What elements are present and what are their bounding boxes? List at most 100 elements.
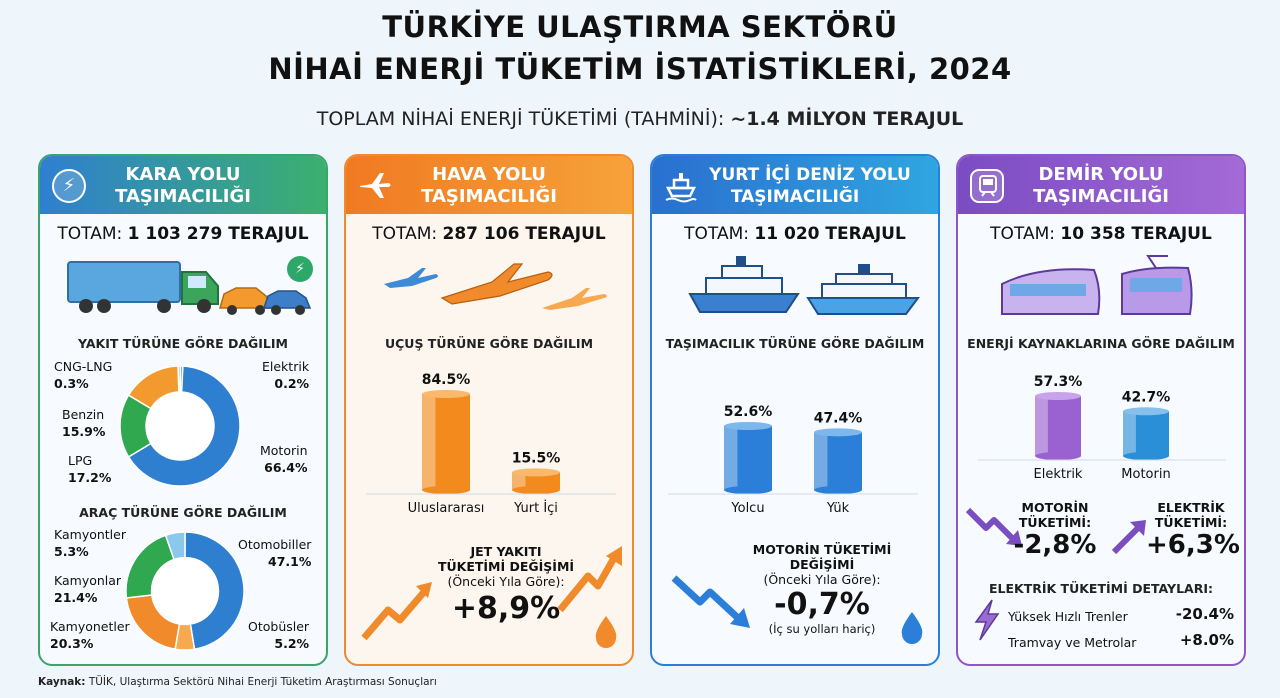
road-vehicle-title: ARAÇ TÜRÜNE GÖRE DAĞILIM bbox=[79, 505, 287, 520]
road-panel-header: KARA YOLU TAŞIMACILIĞI ⚡ bbox=[40, 156, 326, 214]
rail-total: TOTAM: 10 358 TERAJUL bbox=[958, 224, 1244, 244]
ships-illustration bbox=[688, 256, 920, 315]
down-arrow-icon bbox=[965, 507, 1022, 546]
rail-panel: DEMİR YOLU TAŞIMACILIĞI TOTAM: 10 358 TE… bbox=[956, 154, 1246, 666]
fuel-benzin-name: Benzin bbox=[62, 407, 105, 422]
fuel-label-benzin: Benzin 15.9% bbox=[62, 406, 105, 440]
rail-elektrik-block: ELEKTRİK TÜKETİMİ: +6,3% bbox=[1146, 500, 1240, 560]
rail-elektrik-label1: ELEKTRİK bbox=[1157, 500, 1225, 515]
rail-category-label-0: Elektrik bbox=[1034, 467, 1083, 482]
sea-bar-1 bbox=[814, 428, 862, 494]
source-text: TÜİK, Ulaştırma Sektörü Nihai Enerji Tük… bbox=[85, 676, 437, 688]
rail-bar-chart: 57.3% Elektrik 42.7% Motorin bbox=[978, 374, 1226, 482]
vehicle-otomobiller-value: 47.1% bbox=[268, 554, 312, 569]
fuel-benzin-value: 15.9% bbox=[62, 424, 106, 439]
air-change-block: JET YAKITI TÜKETİMİ DEĞİŞİMİ (Önceki Yıl… bbox=[406, 544, 606, 626]
road-title-line1: KARA YOLU bbox=[125, 164, 241, 185]
vehicle-kamyonlar-name: Kamyonlar bbox=[54, 573, 122, 588]
rail-bar-0 bbox=[1035, 392, 1081, 460]
air-bar-1 bbox=[512, 468, 560, 494]
lightning-icon: ⚡ bbox=[52, 169, 86, 203]
rail-elektrik-value: +6,3% bbox=[1146, 530, 1240, 560]
vehicle-label-kamyontler: Kamyontler 5.3% bbox=[54, 526, 126, 560]
air-category-label-0: Uluslararası bbox=[408, 501, 485, 516]
fuel-elektrik-name: Elektrik bbox=[262, 359, 310, 374]
vehicle-kamyonetler-name: Kamyonetler bbox=[50, 619, 130, 634]
rail-panel-header: DEMİR YOLU TAŞIMACILIĞI bbox=[958, 156, 1244, 214]
sea-change-sub: (Önceki Yıla Göre): bbox=[763, 572, 881, 587]
up-arrow-icon bbox=[1111, 520, 1146, 555]
air-panel: HAVA YOLU TAŞIMACILIĞI TOTAM: 287 106 TE… bbox=[344, 154, 634, 666]
sea-panel: YURT İÇİ DENİZ YOLU TAŞIMACILIĞI TOTAM: … bbox=[650, 154, 940, 666]
air-change-title2: TÜKETİMİ DEĞİŞİMİ bbox=[437, 559, 575, 574]
vehicle-otobusler-name: Otobüsler bbox=[248, 619, 310, 634]
rail-motorin-value: -2,8% bbox=[1013, 530, 1097, 560]
sea-total-value: 11 020 TERAJUL bbox=[754, 224, 906, 244]
rail-detail-tram-label: Tramvay ve Metrolar bbox=[1008, 635, 1137, 650]
sea-change-title2: DEĞİŞİMİ bbox=[789, 557, 855, 572]
air-change-title1: JET YAKITI bbox=[470, 544, 542, 559]
sea-title-line2: TAŞIMACILIĞI bbox=[730, 187, 860, 207]
fuel-donut-hole bbox=[147, 393, 213, 459]
vehicle-donut-chart bbox=[125, 531, 245, 651]
air-change-sub: (Önceki Yıla Göre): bbox=[447, 574, 565, 589]
rail-title-line2: TAŞIMACILIĞI bbox=[1033, 186, 1169, 207]
sea-title-line1: YURT İÇİ DENİZ YOLU bbox=[709, 165, 911, 185]
vehicle-label-otomobiller: Otomobiller 47.1% bbox=[238, 536, 311, 570]
sea-category-label-0: Yolcu bbox=[730, 501, 764, 516]
air-total-value: 287 106 TERAJUL bbox=[442, 224, 606, 244]
rail-motorin-block: MOTORİN TÜKETİMİ: -2,8% bbox=[1010, 500, 1100, 560]
vehicle-kamyontler-name: Kamyontler bbox=[54, 527, 126, 542]
rail-detail-hst-label: Yüksek Hızlı Trenler bbox=[1008, 609, 1128, 624]
source-label: Kaynak: bbox=[38, 676, 86, 688]
page-subtitle: TOPLAM NİHAİ ENERJİ TÜKETİMİ (TAHMİNİ): … bbox=[0, 108, 1280, 130]
air-bar-0 bbox=[422, 390, 470, 494]
air-flight-title: UÇUŞ TÜRÜNE GÖRE DAĞILIM bbox=[384, 336, 594, 351]
vehicle-donut-slice-kamyontler bbox=[164, 531, 186, 561]
fuel-donut-slice-motorin bbox=[127, 365, 241, 487]
vehicle-label-kamyonetler: Kamyonetler 20.3% bbox=[50, 618, 130, 652]
ship-icon bbox=[665, 173, 697, 203]
sea-total-prefix: TOTAM: bbox=[684, 224, 750, 244]
airplanes-illustration bbox=[384, 263, 607, 310]
rail-detail-hst-value: -20.4% bbox=[1175, 605, 1234, 623]
sea-change-value: -0,7% bbox=[774, 587, 870, 622]
rail-value-label-1: 42.7% bbox=[1122, 389, 1171, 405]
fuel-label-lpg: LPG 17.2% bbox=[68, 452, 111, 486]
air-bar-chart: 84.5% Uluslararası 15.5% Yurt İçi bbox=[366, 372, 616, 516]
vehicle-kamyontler-value: 5.3% bbox=[54, 544, 89, 559]
truck-cars-illustration bbox=[67, 261, 312, 315]
rail-bar-1 bbox=[1123, 407, 1169, 460]
air-panel-header: HAVA YOLU TAŞIMACILIĞI bbox=[346, 156, 632, 214]
charging-icon: ⚡ bbox=[287, 256, 313, 282]
fuel-label-motorin: Motorin 66.4% bbox=[260, 442, 308, 476]
page-title-line2: NİHAİ ENERJİ TÜKETİM İSTATİSTİKLERİ, 202… bbox=[268, 52, 1012, 86]
sea-change-title1: MOTORİN TÜKETİMİ bbox=[752, 542, 892, 557]
air-total: TOTAM: 287 106 TERAJUL bbox=[346, 224, 632, 244]
trend-down-arrow-icon bbox=[671, 575, 750, 628]
air-category-label-1: Yurt İçi bbox=[513, 500, 558, 516]
fuel-cng-value: 0.3% bbox=[54, 376, 89, 391]
fuel-elektrik-value: 0.2% bbox=[274, 376, 310, 391]
water-drop-icon bbox=[901, 612, 923, 644]
vehicle-otomobiller-name: Otomobiller bbox=[238, 537, 312, 552]
road-title-line2: TAŞIMACILIĞI bbox=[115, 186, 251, 207]
rail-value-label-0: 57.3% bbox=[1034, 374, 1083, 390]
road-panel: KARA YOLU TAŞIMACILIĞI ⚡ TOTAM: 1 103 27… bbox=[38, 154, 328, 666]
rail-detail-tram-value: +8.0% bbox=[1179, 631, 1234, 649]
sea-change-block: MOTORİN TÜKETİMİ DEĞİŞİMİ (Önceki Yıla G… bbox=[712, 542, 932, 636]
vehicle-kamyonetler-value: 20.3% bbox=[50, 636, 94, 651]
air-title-line1: HAVA YOLU bbox=[432, 164, 546, 185]
sea-value-label-0: 52.6% bbox=[724, 404, 773, 420]
road-total-value: 1 103 279 TERAJUL bbox=[127, 224, 309, 244]
train-icon bbox=[970, 169, 1004, 203]
vehicle-kamyonlar-value: 21.4% bbox=[54, 590, 98, 605]
source-footer: Kaynak: TÜİK, Ulaştırma Sektörü Nihai En… bbox=[38, 676, 437, 688]
sea-panel-header: YURT İÇİ DENİZ YOLU TAŞIMACILIĞI bbox=[652, 156, 938, 214]
rail-elektrik-label2: TÜKETİMİ: bbox=[1154, 515, 1228, 530]
trend-up-arrow-icon bbox=[361, 546, 622, 641]
fuel-label-cng: CNG-LNG 0.3% bbox=[54, 358, 112, 392]
fuel-drop-icon bbox=[595, 616, 617, 648]
vehicle-donut-hole bbox=[152, 558, 218, 624]
rail-motorin-label1: MOTORİN bbox=[1021, 500, 1089, 515]
